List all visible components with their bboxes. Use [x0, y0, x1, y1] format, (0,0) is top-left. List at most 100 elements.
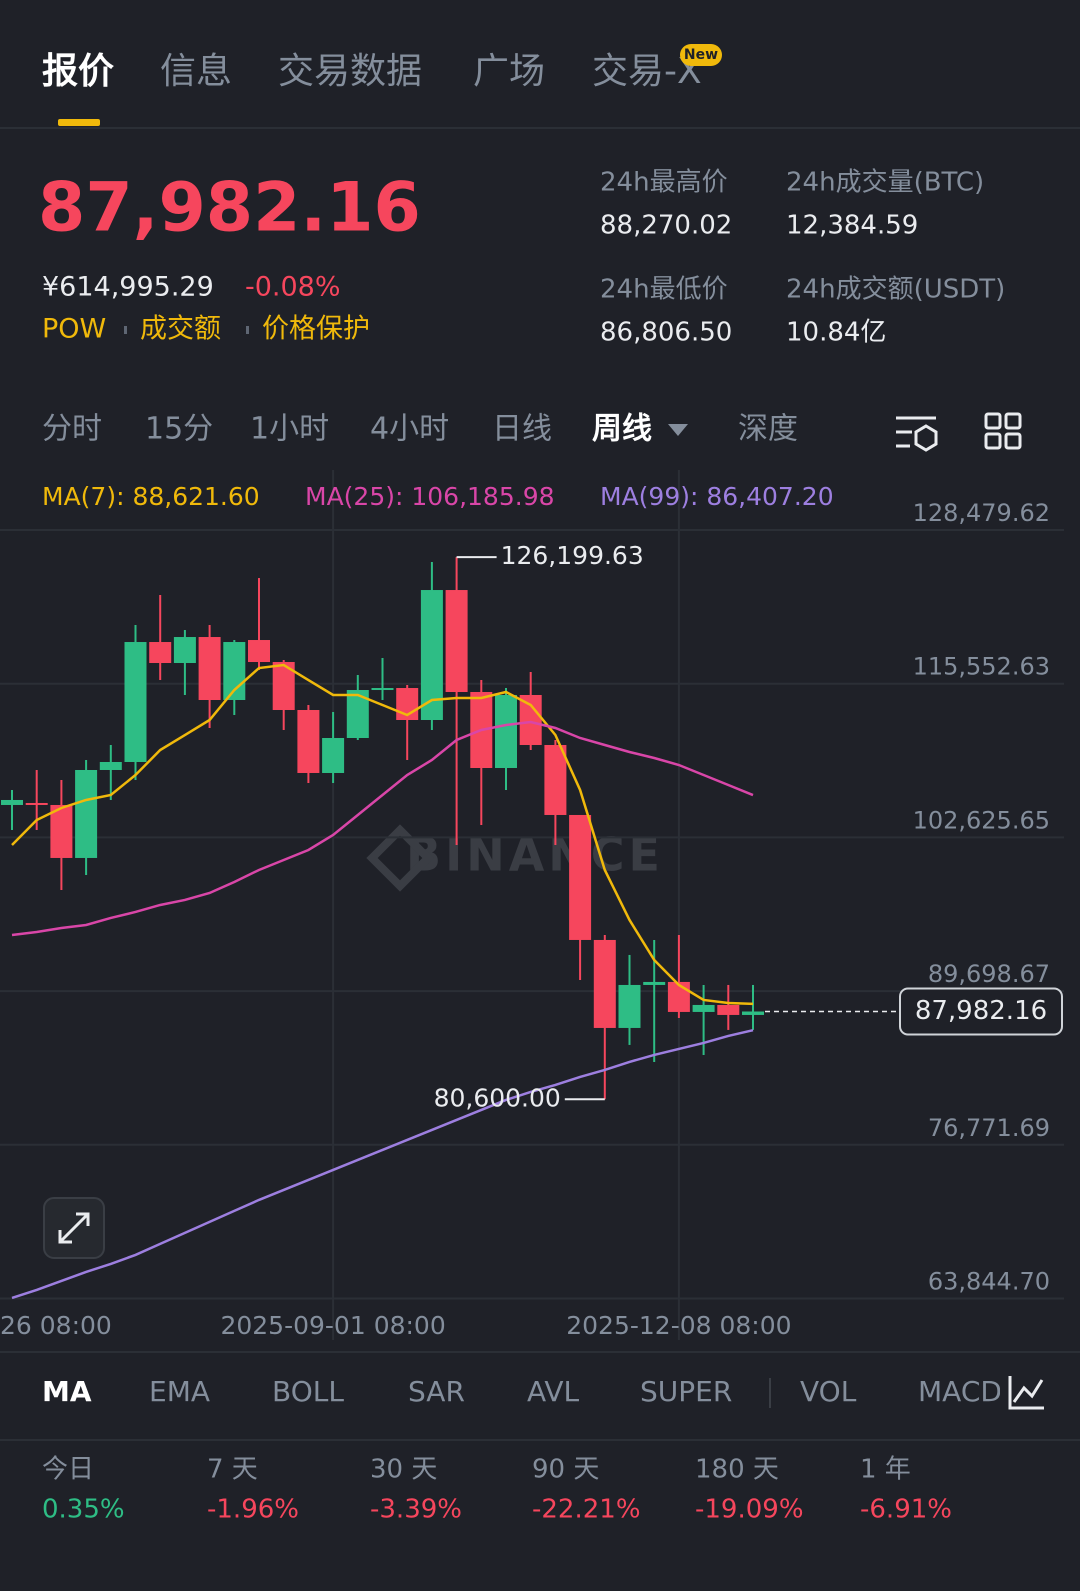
indicator-tab[interactable]: VOL [800, 1375, 857, 1408]
performance-value: -3.39% [370, 1495, 462, 1525]
new-badge [680, 44, 722, 66]
chart-type-icon[interactable] [1008, 1376, 1044, 1410]
top-tab[interactable]: 报价 [42, 51, 114, 92]
performance-value: -1.96% [207, 1495, 299, 1525]
last-price-tag [899, 987, 1063, 1036]
top-tab[interactable]: 交易数据 [278, 51, 422, 92]
performance-value: 0.35% [42, 1495, 125, 1525]
x-tick-label: 26 08:00 [0, 1311, 112, 1340]
stat-value: 88,270.02 [600, 211, 732, 241]
performance-label: 1 年 [860, 1455, 911, 1485]
performance-value: -6.91% [860, 1495, 952, 1525]
candle-body [593, 939, 616, 1028]
performance-label: 90 天 [532, 1455, 599, 1485]
watermark-logo [366, 824, 434, 892]
candle-body [272, 662, 295, 711]
performance-label: 7 天 [207, 1455, 258, 1485]
dropdown-arrow[interactable] [668, 424, 688, 436]
y-tick-label: 128,479.62 [913, 499, 1050, 527]
stat-label: 24h最低价 [600, 275, 728, 305]
ma-legend: MA(25): 106,185.98 [305, 482, 555, 511]
candle-body [346, 690, 369, 739]
tag-separator [124, 326, 127, 334]
performance-label: 180 天 [695, 1455, 779, 1485]
indicator-tab[interactable]: MA [42, 1375, 92, 1408]
top-tab[interactable]: 信息 [160, 51, 232, 92]
indicator-tab[interactable]: SAR [408, 1375, 465, 1408]
indicator-tab[interactable]: BOLL [272, 1375, 344, 1408]
candle-body [1, 799, 23, 805]
plot: BINANCE [0, 470, 1064, 1340]
candle-body [519, 695, 542, 745]
ma-line [11, 663, 754, 1006]
tag[interactable]: 价格保护 [262, 314, 370, 345]
candle-body [742, 1011, 764, 1015]
candle-body [569, 814, 592, 940]
tag-separator [246, 326, 249, 334]
price-cny: ¥614,995.29 [42, 272, 214, 303]
indicator-tab[interactable]: EMA [149, 1375, 210, 1408]
last-price-label: 87,982.16 [915, 996, 1047, 1026]
tag[interactable]: 成交额 [140, 314, 221, 345]
candle-body [25, 802, 48, 805]
performance-label: 30 天 [370, 1455, 437, 1485]
interval-tab[interactable]: 日线 [492, 412, 552, 447]
layout-icon[interactable] [984, 412, 1022, 450]
candle-body [618, 984, 641, 1028]
candle-body [173, 637, 196, 664]
active-tab-indicator [58, 119, 100, 126]
candle-body [643, 981, 666, 985]
candle-body [75, 769, 98, 858]
interval-tab[interactable]: 15分 [145, 412, 213, 447]
last-price: 87,982.16 [38, 169, 421, 248]
performance-value: -19.09% [695, 1495, 804, 1525]
stat-label: 24h最高价 [600, 168, 728, 198]
indicator-tab[interactable]: MACD [918, 1375, 1002, 1408]
candle-body [248, 640, 270, 663]
tab-fade [1000, 1360, 1080, 1430]
indicator-tabs: MA EMA BOLL SAR AVL SUPER VOL MACD [42, 1375, 1002, 1408]
stat-value: 86,806.50 [600, 318, 732, 348]
candle-body [717, 1004, 740, 1015]
indicator-tab[interactable]: AVL [527, 1375, 580, 1408]
interval-tab[interactable]: 深度 [738, 412, 798, 447]
candle-body [445, 590, 468, 693]
candle-body [544, 744, 567, 815]
tag[interactable]: POW [42, 314, 106, 345]
candle-body [149, 642, 172, 664]
expand-button[interactable] [43, 1197, 105, 1259]
stat-label: 24h成交额(USDT) [786, 275, 1005, 305]
stat-value: 12,384.59 [786, 211, 918, 241]
chart-settings-icon[interactable] [896, 416, 938, 452]
candle-body [50, 804, 73, 858]
watermark: BINANCE [406, 828, 664, 882]
new-badge-text: New [684, 47, 718, 63]
interval-tab[interactable]: 1小时 [250, 412, 329, 447]
interval-tab[interactable]: 分时 [42, 412, 102, 447]
interval-tab[interactable]: 周线 [592, 412, 652, 447]
candle-body [124, 642, 147, 762]
candle-body [322, 738, 345, 773]
candle-body [371, 688, 394, 691]
top-tab[interactable]: 广场 [473, 51, 545, 92]
y-tick-label: 63,844.70 [928, 1267, 1050, 1295]
candle-body [692, 1004, 715, 1012]
indicator-tab[interactable]: SUPER [640, 1375, 732, 1408]
interval-tab[interactable]: 4小时 [370, 412, 449, 447]
candle-body [198, 637, 221, 701]
price-change: -0.08% [245, 272, 341, 303]
candle-body [297, 710, 320, 773]
x-tick-label: 2025-09-01 08:00 [220, 1311, 445, 1340]
stat-label: 24h成交量(BTC) [786, 168, 984, 198]
stat-value: 10.84亿 [786, 318, 886, 348]
y-tick-label: 115,552.63 [913, 653, 1050, 681]
candle-body [420, 590, 443, 721]
x-tick-label: 2025-12-08 08:00 [566, 1311, 791, 1340]
candle-body [495, 695, 517, 768]
ma-legend: MA(99): 86,407.20 [600, 482, 834, 511]
candle-body [99, 761, 122, 770]
y-tick-label: 89,698.67 [928, 960, 1050, 988]
ma-line [11, 1029, 754, 1300]
